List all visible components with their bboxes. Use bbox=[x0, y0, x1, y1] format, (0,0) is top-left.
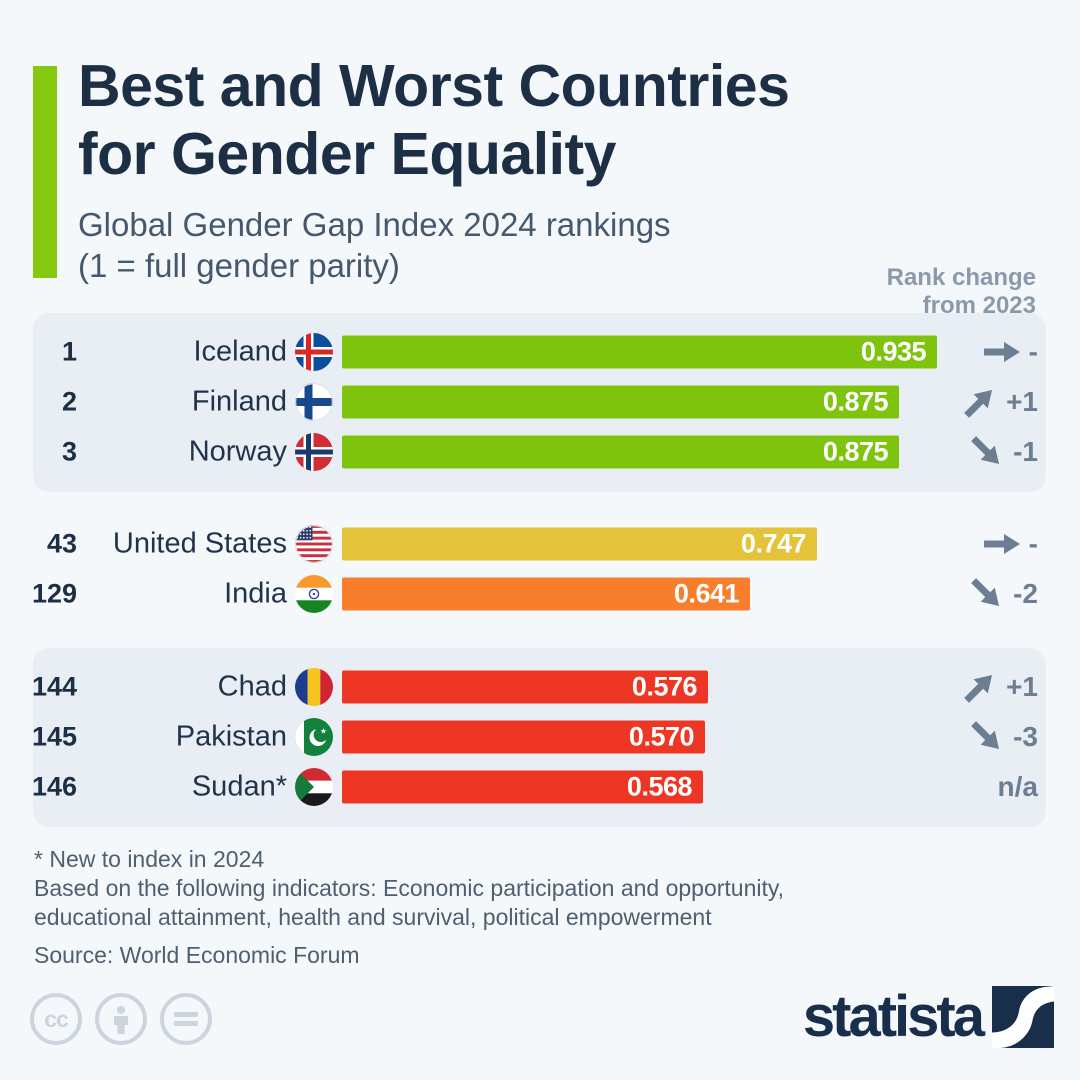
rank-change-value: n/a bbox=[997, 771, 1038, 802]
pakistan-flag-icon bbox=[295, 718, 333, 756]
rank-change-value: - bbox=[1028, 336, 1038, 367]
score-bar: 0.641 bbox=[342, 577, 750, 611]
usa-flag-icon bbox=[295, 525, 333, 563]
score-value: 0.875 bbox=[822, 436, 889, 467]
rank-change-value: - bbox=[1028, 528, 1038, 559]
finland-flag-icon bbox=[295, 383, 333, 421]
arrow-up-right-icon bbox=[964, 389, 993, 418]
cc-icon-label: cc bbox=[44, 1005, 69, 1032]
country-row: 146 Sudan* 0.568 n/a bbox=[31, 762, 1046, 812]
score-bar: 0.570 bbox=[342, 720, 705, 754]
score-bar: 0.935 bbox=[342, 335, 937, 369]
rank-label: 145 bbox=[31, 721, 77, 752]
rank-change: +1 bbox=[918, 386, 1038, 418]
arrow-up-right-icon bbox=[964, 674, 993, 703]
subtitle-line-1: Global Gender Gap Index 2024 rankings bbox=[78, 206, 671, 243]
score-value: 0.935 bbox=[860, 336, 927, 367]
highlight-panel: 1 Iceland 0.935 - 2 Finland 0.875 +1 3 Norway 0.87… bbox=[33, 313, 1046, 492]
title-line-1: Best and Worst Countries bbox=[78, 53, 790, 119]
rank-change-value: -2 bbox=[1013, 578, 1038, 609]
rank-change: n/a bbox=[918, 771, 1038, 803]
country-name: India bbox=[224, 577, 287, 610]
country-name: Finland bbox=[191, 385, 287, 418]
norway-flag-icon bbox=[295, 433, 333, 471]
rank-label: 3 bbox=[61, 436, 77, 467]
footnote-indicators-line-2: educational attainment, health and survi… bbox=[34, 904, 712, 930]
subtitle: Global Gender Gap Index 2024 rankings (1 … bbox=[78, 204, 671, 286]
row-group: 43 United States 0.747 - 129 India 0.641 -2 bbox=[31, 519, 1046, 619]
rank-change-value: +1 bbox=[1006, 386, 1038, 417]
country-name: Sudan* bbox=[191, 770, 287, 803]
rank-change-column-header: Rank change from 2023 bbox=[887, 264, 1036, 320]
rank-label: 129 bbox=[31, 578, 77, 609]
score-bar: 0.875 bbox=[342, 435, 899, 469]
footnotes: * New to index in 2024 Based on the foll… bbox=[34, 845, 784, 970]
arrow-down-right-icon bbox=[971, 721, 1000, 750]
arrow-right-icon bbox=[983, 342, 1020, 362]
country-name: Chad bbox=[217, 670, 287, 703]
rank-change-header-line-1: Rank change bbox=[886, 264, 1036, 291]
rank-change-value: +1 bbox=[1006, 671, 1038, 702]
score-value: 0.568 bbox=[626, 771, 693, 802]
equals-icon bbox=[160, 993, 212, 1045]
footnote-asterisk: * New to index in 2024 bbox=[34, 846, 265, 872]
rank-change: -1 bbox=[918, 436, 1038, 468]
rank-label: 146 bbox=[31, 771, 77, 802]
rank-label: 2 bbox=[61, 386, 77, 417]
cc-icon: cc bbox=[30, 993, 82, 1045]
sudan-flag-icon bbox=[295, 768, 333, 806]
rank-change-value: -1 bbox=[1013, 436, 1038, 467]
score-value: 0.570 bbox=[628, 721, 695, 752]
statista-logo-icon bbox=[992, 986, 1054, 1048]
country-row: 2 Finland 0.875 +1 bbox=[33, 377, 1046, 427]
score-value: 0.641 bbox=[673, 578, 740, 609]
score-value: 0.875 bbox=[822, 386, 889, 417]
rank-label: 1 bbox=[61, 336, 77, 367]
country-name: United States bbox=[112, 527, 287, 560]
country-name: Iceland bbox=[193, 335, 287, 368]
attribution-person-icon bbox=[95, 993, 147, 1045]
title-line-2: for Gender Equality bbox=[78, 121, 616, 187]
score-bar: 0.576 bbox=[342, 670, 708, 704]
score-bar: 0.875 bbox=[342, 385, 899, 419]
arrow-down-right-icon bbox=[971, 436, 1000, 465]
page-title: Best and Worst Countries for Gender Equal… bbox=[78, 52, 790, 188]
footnote-indicators-line-1: Based on the following indicators: Econo… bbox=[34, 875, 785, 901]
rank-change: -3 bbox=[918, 721, 1038, 753]
rank-label: 144 bbox=[31, 671, 77, 702]
india-flag-icon bbox=[295, 575, 333, 613]
score-value: 0.747 bbox=[740, 528, 807, 559]
country-row: 43 United States 0.747 - bbox=[33, 519, 1046, 569]
statista-logo: statista bbox=[803, 986, 1054, 1048]
country-row: 3 Norway 0.875 -1 bbox=[33, 427, 1046, 477]
country-row: 145 Pakistan 0.570 -3 bbox=[31, 712, 1046, 762]
rank-change: +1 bbox=[918, 671, 1038, 703]
statista-wordmark: statista bbox=[802, 984, 985, 1049]
source-note: Source: World Economic Forum bbox=[34, 942, 360, 968]
rank-change: - bbox=[918, 336, 1038, 368]
arrow-right-icon bbox=[983, 534, 1020, 554]
country-name: Norway bbox=[188, 435, 287, 468]
score-bar: 0.568 bbox=[342, 770, 703, 804]
cc-license-icons: cc bbox=[30, 993, 212, 1045]
country-row: 129 India 0.641 -2 bbox=[31, 569, 1046, 619]
rank-change: - bbox=[918, 528, 1038, 560]
subtitle-line-2: (1 = full gender parity) bbox=[78, 247, 400, 284]
country-row: 144 Chad 0.576 +1 bbox=[31, 662, 1046, 712]
score-value: 0.576 bbox=[631, 671, 698, 702]
rank-label: 43 bbox=[46, 528, 77, 559]
ranking-chart: 1 Iceland 0.935-2 Finland 0.875 +1 3 Norway 0.87… bbox=[31, 313, 1046, 827]
highlight-panel: 144 Chad 0.576 +1 145 Pakistan 0.570 -3 146 Sudan… bbox=[31, 648, 1046, 827]
rank-change: -2 bbox=[918, 578, 1038, 610]
country-row: 1 Iceland 0.935 - bbox=[33, 327, 1046, 377]
arrow-down-right-icon bbox=[971, 578, 1000, 607]
title-accent-bar bbox=[33, 66, 57, 278]
chad-flag-icon bbox=[295, 668, 333, 706]
score-bar: 0.747 bbox=[342, 527, 817, 561]
iceland-flag-icon bbox=[295, 333, 333, 371]
rank-change-value: -3 bbox=[1013, 721, 1038, 752]
country-name: Pakistan bbox=[175, 720, 287, 753]
